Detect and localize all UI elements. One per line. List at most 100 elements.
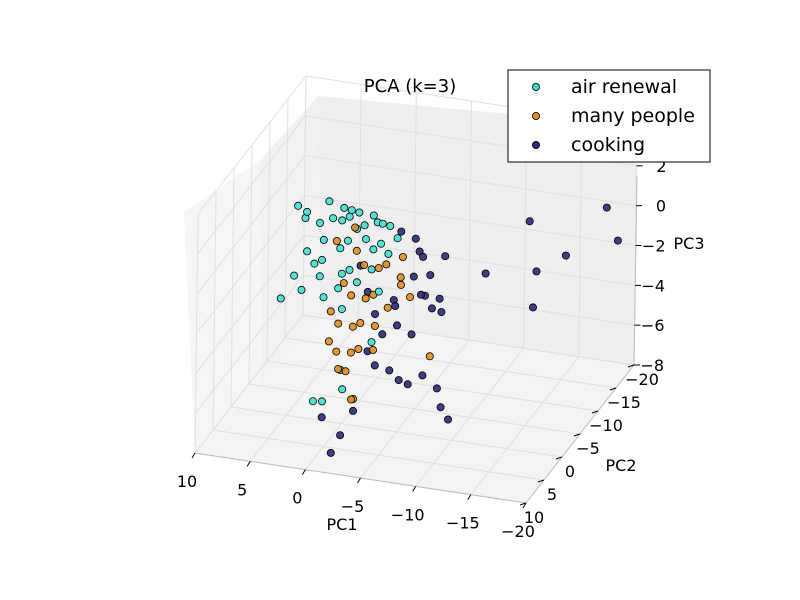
point-cooking-17 xyxy=(385,366,394,375)
point-cooking-31 xyxy=(561,251,570,260)
point-air-renewal-29 xyxy=(297,285,306,294)
point-cooking-36 xyxy=(435,294,444,303)
point-air-renewal-25 xyxy=(352,278,361,287)
right-back-pane xyxy=(318,96,637,365)
point-air-renewal-30 xyxy=(315,272,324,281)
point-cooking-13 xyxy=(427,304,436,313)
z-tick-label-3: −2 xyxy=(642,237,666,256)
point-cooking-14 xyxy=(441,252,450,261)
point-many-people-9 xyxy=(383,303,392,312)
point-air-renewal-21 xyxy=(310,259,319,268)
grid-line-z-6 xyxy=(194,314,635,454)
point-many-people-13 xyxy=(356,318,365,327)
point-air-renewal-6 xyxy=(329,214,338,223)
x-tick-1 xyxy=(246,461,251,467)
x-tick-3 xyxy=(357,477,361,484)
point-air-renewal-22 xyxy=(317,255,326,264)
point-air-renewal-7 xyxy=(338,216,347,225)
point-many-people-25 xyxy=(334,364,343,373)
point-air-renewal-8 xyxy=(336,244,345,253)
point-cooking-9 xyxy=(370,310,379,319)
point-cooking-22 xyxy=(436,403,445,412)
left-pane xyxy=(184,160,262,453)
legend-marker-cooking xyxy=(532,140,541,149)
x-tick-label-1: 5 xyxy=(237,480,247,499)
point-many-people-10 xyxy=(326,307,335,316)
y-tick-label-2: −10 xyxy=(589,416,623,435)
z-tick-label-1: 2 xyxy=(656,157,666,176)
legend-label-cooking: cooking xyxy=(571,134,645,156)
point-many-people-6 xyxy=(347,291,356,300)
point-air-renewal-28 xyxy=(290,271,299,280)
point-cooking-2 xyxy=(419,252,428,261)
point-air-renewal-38 xyxy=(308,397,317,406)
point-cooking-20 xyxy=(418,371,427,380)
y-tick-5 xyxy=(537,479,545,483)
x-tick-label-3: −5 xyxy=(341,497,365,516)
point-many-people-17 xyxy=(346,348,355,357)
z-tick-label-2: 0 xyxy=(656,197,666,216)
point-cooking-24 xyxy=(348,406,357,415)
grid-line-z-5 xyxy=(195,274,635,414)
x-tick-label-0: 10 xyxy=(177,472,197,491)
x-tick-label-6: −20 xyxy=(501,522,535,541)
point-air-renewal-17 xyxy=(386,221,395,230)
chart-title: PCA (k=3) xyxy=(364,76,456,97)
x-tick-4 xyxy=(412,486,417,492)
x-tick-5 xyxy=(467,494,472,500)
point-cooking-18 xyxy=(394,376,403,385)
grid-line-z-2 xyxy=(196,155,637,294)
y-tick-label-4: 0 xyxy=(565,462,575,481)
legend: air renewal many people cooking xyxy=(507,69,711,163)
legend-label-air-renewal: air renewal xyxy=(571,76,677,98)
floor-pane xyxy=(195,318,634,503)
point-many-people-28 xyxy=(347,395,356,404)
point-air-renewal-19 xyxy=(393,234,402,243)
point-cooking-6 xyxy=(392,321,401,330)
tick-labels: 1050−5−10−15−20−20−15−10−50510420−2−4−6−… xyxy=(177,117,667,541)
point-cooking-23 xyxy=(443,415,452,424)
legend-marker-air-renewal xyxy=(532,83,541,92)
point-air-renewal-10 xyxy=(343,236,352,245)
y-tick-0 xyxy=(627,364,635,368)
point-cooking-27 xyxy=(326,448,335,457)
point-air-renewal-32 xyxy=(334,284,343,293)
point-cooking-28 xyxy=(481,269,490,278)
y-tick-6 xyxy=(519,502,527,506)
point-air-renewal-4 xyxy=(325,197,334,206)
point-air-renewal-0 xyxy=(294,201,303,210)
point-air-renewal-35 xyxy=(367,338,376,347)
x-tick-2 xyxy=(301,469,306,475)
point-many-people-3 xyxy=(382,260,391,269)
point-cooking-33 xyxy=(602,203,611,212)
point-cooking-16 xyxy=(370,361,379,370)
point-air-renewal-12 xyxy=(361,235,370,244)
point-air-renewal-24 xyxy=(345,265,354,274)
point-many-people-14 xyxy=(370,321,379,330)
point-air-renewal-23 xyxy=(337,269,346,278)
point-cooking-34 xyxy=(613,236,622,245)
point-air-renewal-40 xyxy=(347,206,356,215)
point-air-renewal-37 xyxy=(317,397,326,406)
y-tick-label-1: −15 xyxy=(607,393,641,412)
x-tick-label-2: 0 xyxy=(292,489,302,508)
point-many-people-26 xyxy=(341,367,350,376)
point-air-renewal-3 xyxy=(315,218,324,227)
point-air-renewal-13 xyxy=(360,221,369,230)
point-many-people-5 xyxy=(339,279,348,288)
x-axis-title: PC1 xyxy=(327,515,358,534)
point-air-renewal-41 xyxy=(355,208,364,217)
point-cooking-35 xyxy=(437,308,446,317)
point-cooking-25 xyxy=(317,413,326,422)
z-tick-label-6: −8 xyxy=(640,356,664,375)
z-tick-label-5: −6 xyxy=(641,316,665,335)
point-many-people-23 xyxy=(396,280,405,289)
point-many-people-21 xyxy=(351,223,360,232)
point-many-people-1 xyxy=(360,261,369,270)
x-tick-label-5: −15 xyxy=(446,514,480,533)
y-tick-2 xyxy=(591,410,599,414)
point-cooking-12 xyxy=(426,271,435,280)
point-many-people-2 xyxy=(374,264,383,273)
point-many-people-20 xyxy=(332,236,341,245)
